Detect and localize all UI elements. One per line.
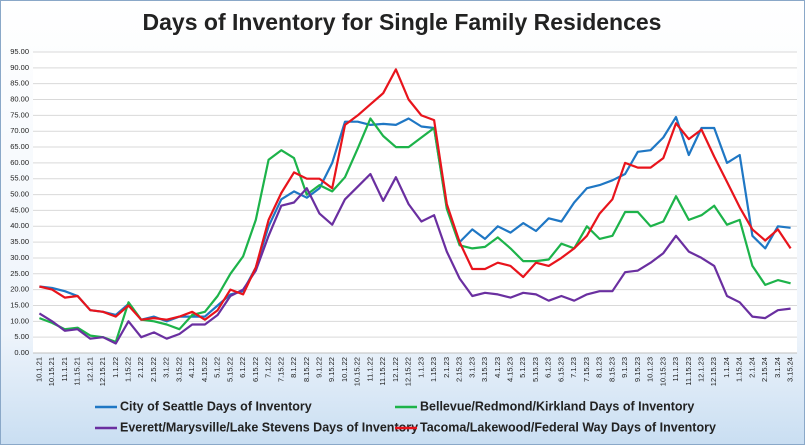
y-tick-label: 55.00 <box>10 174 29 183</box>
x-tick-label: 8.15.22 <box>302 357 311 382</box>
x-tick-label: 3.1.23 <box>467 357 476 378</box>
x-tick-label: 12.1.23 <box>696 357 705 382</box>
x-tick-label: 7.15.22 <box>276 357 285 382</box>
y-tick-label: 95.00 <box>10 47 29 56</box>
x-tick-label: 9.15.23 <box>633 357 642 382</box>
x-tick-label: 6.1.23 <box>544 357 553 378</box>
x-tick-label: 2.15.24 <box>760 357 769 382</box>
x-tick-label: 5.15.23 <box>531 357 540 382</box>
x-tick-label: 10.15.21 <box>47 357 56 386</box>
x-tick-label: 4.15.23 <box>505 357 514 382</box>
y-tick-label: 0.00 <box>14 348 29 357</box>
line-series <box>38 172 791 345</box>
x-tick-label: 11.1.23 <box>671 357 680 381</box>
y-tick-label: 40.00 <box>10 221 29 230</box>
chart-title: Days of Inventory for Single Family Resi… <box>143 9 662 35</box>
x-tick-label: 3.15.23 <box>480 357 489 382</box>
x-tick-label: 8.15.23 <box>607 357 616 382</box>
legend-label: Everett/Marysville/Lake Stevens Days of … <box>120 420 418 434</box>
y-tick-label: 45.00 <box>10 205 29 214</box>
x-tick-label: 12.15.23 <box>709 357 718 386</box>
y-tick-label: 20.00 <box>10 285 29 294</box>
x-tick-label: 11.15.23 <box>684 357 693 386</box>
y-tick-label: 15.00 <box>10 300 29 309</box>
x-tick-label: 2.15.22 <box>149 357 158 382</box>
x-tick-label: 3.1.22 <box>162 357 171 378</box>
x-tick-label: 5.1.23 <box>518 357 527 378</box>
y-tick-label: 65.00 <box>10 142 29 151</box>
legend-label: Bellevue/Redmond/Kirkland Days of Invent… <box>420 399 694 413</box>
legend-label: Tacoma/Lakewood/Federal Way Days of Inve… <box>420 420 716 434</box>
x-tick-label: 2.1.23 <box>442 357 451 378</box>
x-tick-label: 10.1.23 <box>646 357 655 382</box>
x-tick-label: 2.1.24 <box>747 357 756 378</box>
x-tick-label: 10.15.22 <box>353 357 362 386</box>
x-tick-label: 11.1.21 <box>60 357 69 381</box>
x-tick-label: 9.15.22 <box>327 357 336 382</box>
x-tick-label: 1.1.23 <box>416 357 425 378</box>
x-tick-label: 6.15.23 <box>556 357 565 382</box>
y-tick-label: 60.00 <box>10 158 29 167</box>
x-tick-label: 5.1.22 <box>213 357 222 378</box>
x-tick-label: 6.1.22 <box>238 357 247 378</box>
x-tick-label: 4.15.22 <box>200 357 209 382</box>
x-tick-label: 3.15.22 <box>174 357 183 382</box>
x-tick-label: 5.15.22 <box>225 357 234 382</box>
line-series <box>39 117 791 343</box>
x-tick-label: 1.15.24 <box>735 357 744 382</box>
y-tick-label: 75.00 <box>10 110 29 119</box>
x-tick-label: 11.1.22 <box>365 357 374 381</box>
y-tick-label: 85.00 <box>10 79 29 88</box>
y-tick-label: 25.00 <box>10 269 29 278</box>
x-tick-label: 7.1.22 <box>264 357 273 378</box>
x-tick-label: 12.1.22 <box>391 357 400 382</box>
x-tick-label: 7.15.23 <box>582 357 591 382</box>
y-tick-label: 5.00 <box>14 332 29 341</box>
x-tick-label: 12.15.22 <box>404 357 413 386</box>
y-tick-label: 80.00 <box>10 95 29 104</box>
x-tick-label: 3.15.24 <box>786 357 795 382</box>
y-tick-label: 10.00 <box>10 316 29 325</box>
x-tick-label: 12.15.21 <box>98 357 107 386</box>
x-tick-label: 9.1.23 <box>620 357 629 378</box>
x-tick-label: 10.1.21 <box>34 357 43 382</box>
x-tick-label: 11.15.22 <box>378 357 387 386</box>
x-tick-label: 10.15.23 <box>658 357 667 386</box>
x-tick-label: 6.15.22 <box>251 357 260 382</box>
x-tick-label: 4.1.23 <box>493 357 502 378</box>
x-tick-label: 2.1.22 <box>136 357 145 378</box>
y-tick-label: 50.00 <box>10 190 29 199</box>
x-tick-label: 7.1.23 <box>569 357 578 378</box>
y-tick-label: 30.00 <box>10 253 29 262</box>
x-tick-label: 12.1.21 <box>85 357 94 382</box>
x-tick-label: 8.1.23 <box>595 357 604 378</box>
y-tick-label: 70.00 <box>10 126 29 135</box>
x-tick-label: 1.15.23 <box>429 357 438 382</box>
x-tick-label: 8.1.22 <box>289 357 298 378</box>
x-tick-label: 11.15.21 <box>73 357 82 386</box>
x-tick-label: 4.1.22 <box>187 357 196 378</box>
y-tick-label: 90.00 <box>10 63 29 72</box>
plot-area <box>33 52 797 353</box>
x-tick-label: 3.1.24 <box>773 357 782 378</box>
x-tick-label: 1.1.22 <box>111 357 120 378</box>
legend-label: City of Seattle Days of Inventory <box>120 399 312 413</box>
line-series <box>39 68 792 321</box>
x-tick-label: 10.1.22 <box>340 357 349 382</box>
x-tick-label: 9.1.22 <box>314 357 323 378</box>
x-tick-label: 1.1.24 <box>722 357 731 378</box>
x-tick-label: 1.15.22 <box>123 357 132 382</box>
x-tick-label: 2.15.23 <box>455 357 464 382</box>
y-tick-label: 35.00 <box>10 237 29 246</box>
